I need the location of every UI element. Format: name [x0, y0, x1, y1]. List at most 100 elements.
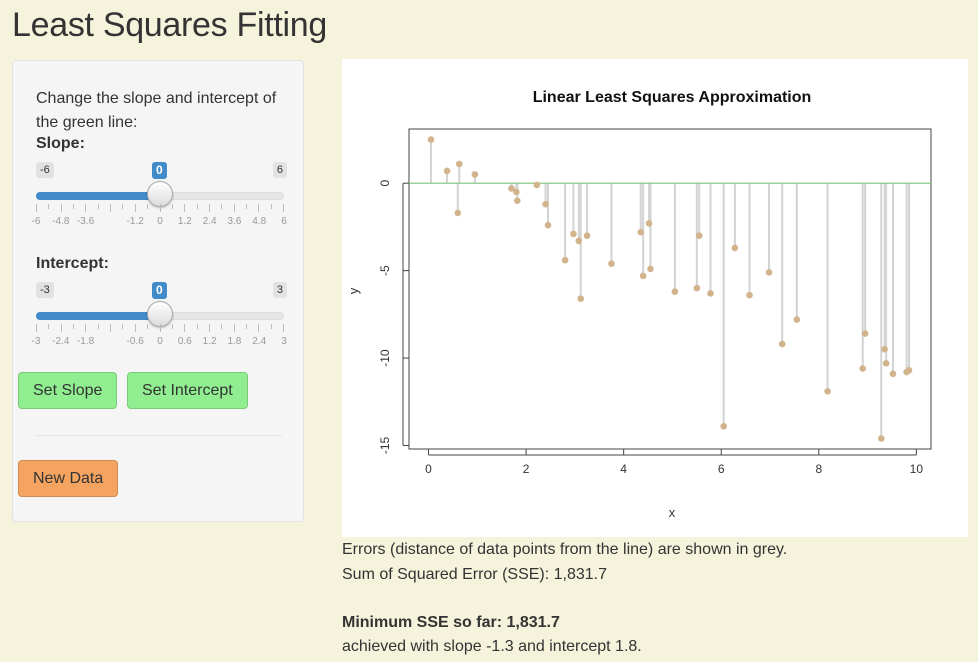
data-point — [514, 197, 521, 204]
slider-tick — [122, 324, 124, 329]
slider-tick — [85, 204, 87, 212]
slope-fill — [36, 192, 160, 200]
intercept-handle[interactable] — [147, 301, 173, 327]
intercept-slider[interactable]: -3 3 0 -3 -2.4 -1.8 -0.6 0 0.6 1.2 1.8 2.4 3 — [32, 282, 287, 372]
sse-text: Sum of Squared Error (SSE): 1,831.7 — [342, 566, 608, 583]
data-point — [533, 181, 541, 189]
y-axis-tick-label: -5 — [378, 265, 392, 276]
slider-tick — [60, 204, 62, 212]
y-axis-label: y — [346, 287, 361, 294]
intercept-max-label: 3 — [272, 282, 287, 298]
slider-tick-label: 3.6 — [227, 216, 242, 227]
slider-tick — [221, 204, 223, 209]
x-axis-tick-label: 8 — [815, 462, 822, 476]
slider-tick-label: 0 — [157, 216, 163, 227]
slope-max-label: 6 — [272, 162, 287, 178]
slider-tick-label: -3.6 — [76, 216, 95, 227]
data-point — [671, 288, 679, 295]
slider-tick — [36, 204, 37, 212]
errors-text: Errors (distance of data points from the… — [342, 541, 788, 558]
slider-tick-label: 4.8 — [252, 216, 267, 227]
data-point — [427, 136, 435, 143]
data-point — [881, 346, 888, 353]
slider-tick — [270, 204, 272, 209]
slider-tick-label: 3 — [281, 336, 287, 347]
data-point — [707, 290, 714, 297]
slope-slider[interactable]: -6 6 0 -6 -4.8 -3.6 -1.2 0 1.2 2.4 3.6 4.8 6 — [32, 162, 287, 252]
plot-frame — [408, 128, 932, 450]
data-point — [608, 260, 615, 267]
slider-tick — [196, 204, 198, 209]
data-point — [443, 167, 451, 175]
data-point — [454, 209, 462, 217]
min-sse-text: Minimum SSE so far: 1,831.7 — [342, 614, 560, 631]
y-axis-tick-label: 0 — [378, 180, 392, 187]
data-point — [859, 365, 867, 372]
data-point — [645, 220, 653, 227]
data-point — [720, 422, 727, 430]
slider-tick — [147, 324, 149, 329]
data-point — [542, 200, 549, 208]
slider-tick-label: 2.4 — [252, 336, 267, 347]
data-point — [583, 232, 591, 239]
slider-tick — [270, 324, 272, 329]
x-axis-tick-label: 4 — [620, 462, 627, 476]
slope-label: Slope: — [36, 135, 85, 152]
slider-tick-label: -3 — [31, 336, 41, 347]
y-axis-tick-label: -10 — [378, 349, 392, 367]
data-point — [570, 230, 577, 238]
slider-tick — [233, 204, 235, 212]
data-point — [508, 185, 515, 192]
data-point — [746, 291, 753, 299]
slider-tick-label: 0.6 — [177, 336, 192, 347]
slider-tick — [134, 324, 136, 332]
set-slope-button[interactable]: Set Slope — [18, 372, 118, 409]
slider-tick — [110, 324, 112, 332]
least-squares-chart: Linear Least Squares Approximation x y 0… — [346, 89, 932, 520]
x-axis-tick-label: 0 — [425, 462, 432, 476]
slider-tick — [171, 324, 173, 329]
slider-tick-label: -2.4 — [52, 336, 70, 347]
data-point — [639, 272, 647, 280]
slider-tick-label: -1.2 — [126, 216, 144, 227]
data-point — [577, 295, 585, 302]
intercept-ticks — [36, 324, 284, 334]
slider-tick — [60, 324, 62, 332]
slider-tick — [36, 324, 37, 332]
slider-tick — [73, 324, 75, 329]
intercept-value-label: 0 — [152, 282, 167, 299]
intro-text: Change the slope and intercept of the gr… — [36, 90, 277, 131]
intercept-fill — [36, 312, 160, 320]
slider-tick — [221, 324, 223, 329]
data-point — [889, 370, 897, 378]
slope-ticks — [36, 204, 284, 214]
intercept-min-label: -3 — [36, 282, 54, 298]
x-axis-tick-label: 10 — [910, 462, 924, 476]
slider-tick — [184, 324, 186, 332]
slider-tick — [97, 324, 99, 329]
slider-tick — [48, 324, 50, 329]
new-data-button[interactable]: New Data — [18, 460, 119, 497]
slider-tick — [283, 204, 284, 212]
slider-tick-label: 0 — [157, 336, 163, 347]
slider-tick — [171, 204, 173, 209]
slider-tick-label: -0.6 — [126, 336, 144, 347]
data-point — [905, 367, 913, 374]
data-point — [455, 160, 463, 168]
data-point — [637, 228, 645, 236]
data-point — [647, 265, 654, 273]
slider-tick-label: -4.8 — [52, 216, 70, 227]
data-point — [824, 387, 831, 395]
slider-tick — [283, 324, 284, 332]
set-intercept-button[interactable]: Set Intercept — [127, 372, 248, 409]
slider-tick — [159, 324, 161, 332]
data-point — [861, 330, 869, 337]
page-title: Least Squares Fitting — [12, 6, 327, 44]
slider-tick — [110, 204, 112, 212]
data-point — [513, 188, 520, 196]
x-axis-label: x — [669, 505, 676, 520]
slider-tick-label: 2.4 — [202, 216, 217, 227]
data-point — [731, 244, 739, 252]
x-axis-tick-label: 2 — [523, 462, 530, 476]
achieved-text: achieved with slope -1.3 and intercept 1… — [342, 638, 642, 655]
